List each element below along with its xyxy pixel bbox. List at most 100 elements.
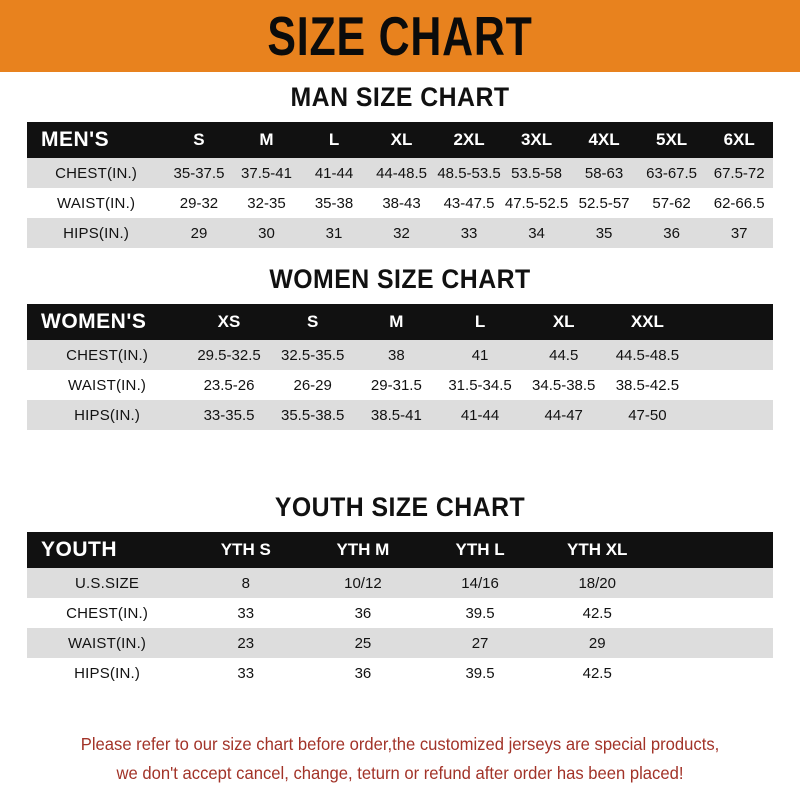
table-cell: 23.5-26 <box>203 376 255 394</box>
youth-size-header-4: YTH XL <box>566 540 628 559</box>
table-cell: 38.5-41 <box>370 406 422 424</box>
table-cell: 42.5 <box>582 664 612 682</box>
table-cell: 33 <box>237 664 255 682</box>
men-table-wrap: MEN'S S M L XL 2XL 3XL 4XL 5XL 6XL CHEST(IN.) 35-3… <box>0 122 800 248</box>
table-cell: 44-48.5 <box>376 164 427 182</box>
table-cell: 38 <box>388 346 405 364</box>
order-policy-note: Please refer to our size chart before or… <box>20 730 780 788</box>
youth-table-body: U.S.SIZE 8 10/12 14/16 18/20 CHEST(IN.) 33 36 39… <box>27 568 773 688</box>
men-section-title: MAN SIZE CHART <box>290 82 510 112</box>
table-cell: 32-35 <box>247 194 286 212</box>
youth-size-header-2: YTH M <box>336 540 390 559</box>
order-policy-note-line-1: Please refer to our size chart before or… <box>80 734 720 754</box>
women-header-row: WOMEN'S XS S M L XL XXL <box>27 304 773 340</box>
men-table-body: CHEST(IN.) 35-37.5 37.5-41 41-44 44-48.5 48.5… <box>27 158 773 248</box>
table-cell: 47-50 <box>628 406 667 424</box>
table-cell <box>656 568 773 598</box>
youth-size-section: YOUTH SIZE CHART YOUTH YTH S YTH M YTH L YTH… <box>0 492 800 688</box>
table-cell: 36 <box>354 664 372 682</box>
table-cell: 32 <box>393 224 410 242</box>
table-cell <box>656 628 773 658</box>
table-cell: 67.5-72 <box>713 164 765 182</box>
men-size-header-2: M <box>259 130 274 149</box>
men-size-header-6: 3XL <box>520 130 553 149</box>
men-size-header-9: 6XL <box>723 130 755 149</box>
women-size-header-2: S <box>307 312 319 331</box>
table-cell: 41-44 <box>314 164 354 182</box>
women-size-header-7 <box>689 304 773 340</box>
youth-corner-label: YOUTH <box>41 538 117 561</box>
table-cell: 58-63 <box>584 164 624 182</box>
table-cell: 41-44 <box>460 406 500 424</box>
table-cell: 35-38 <box>314 194 354 212</box>
women-table-head: WOMEN'S XS S M L XL XXL <box>27 304 773 340</box>
table-cell: 33 <box>460 224 478 242</box>
men-corner-label: MEN'S <box>41 128 110 151</box>
table-cell <box>656 598 773 628</box>
table-cell: 37 <box>730 224 748 242</box>
table-cell: 44.5 <box>549 346 579 364</box>
table-cell: 31.5-34.5 <box>448 376 512 394</box>
table-cell: 29.5-32.5 <box>197 346 261 364</box>
table-cell: 36 <box>663 224 680 242</box>
table-cell: 38.5-42.5 <box>615 376 680 394</box>
youth-table-head: YOUTH YTH S YTH M YTH L YTH XL <box>27 532 773 568</box>
table-cell: 42.5 <box>582 604 612 622</box>
page-title: SIZE CHART <box>267 4 533 67</box>
men-row-label-2: WAIST(IN.) <box>57 194 136 212</box>
table-cell: 37.5-41 <box>241 164 292 182</box>
youth-size-table: YOUTH YTH S YTH M YTH L YTH XL U.S.SIZE 8 10/1… <box>27 532 773 688</box>
table-cell: 33-35.5 <box>203 406 255 424</box>
table-cell: 63-67.5 <box>646 164 698 182</box>
table-cell: 31 <box>325 224 343 242</box>
women-row-label-2: WAIST(IN.) <box>68 376 147 394</box>
youth-section-title: YOUTH SIZE CHART <box>274 492 526 522</box>
table-cell: 53.5-58 <box>511 164 562 182</box>
table-cell: 29-32 <box>179 194 219 212</box>
men-header-row: MEN'S S M L XL 2XL 3XL 4XL 5XL 6XL <box>27 122 773 158</box>
men-row-label-1: CHEST(IN.) <box>55 164 138 182</box>
table-row: CHEST(IN.) 29.5-32.5 32.5-35.5 38 41 44.5 44.5… <box>27 340 773 370</box>
women-size-header-1: XS <box>217 312 241 331</box>
table-cell: 34 <box>528 224 545 242</box>
table-row: HIPS(IN.) 33 36 39.5 42.5 <box>27 658 773 688</box>
table-cell: 34.5-38.5 <box>532 376 596 394</box>
table-cell: 36 <box>354 604 372 622</box>
table-cell: 29 <box>190 224 208 242</box>
men-size-header-1: S <box>193 130 205 149</box>
table-cell: 39.5 <box>465 604 495 622</box>
youth-size-header-1: YTH S <box>220 540 271 559</box>
men-size-header-8: 5XL <box>655 130 688 149</box>
women-size-header-5: XL <box>552 312 575 331</box>
women-size-table: WOMEN'S XS S M L XL XXL CHEST(IN.) 29.5-32.5 32.… <box>27 304 773 430</box>
table-row: HIPS(IN.) 29 30 31 32 33 34 35 36 37 <box>27 218 773 248</box>
men-size-header-3: L <box>328 130 340 149</box>
youth-row-label-4: HIPS(IN.) <box>74 664 141 682</box>
table-cell: 35-37.5 <box>173 164 225 182</box>
men-size-header-5: 2XL <box>453 130 485 149</box>
table-cell: 47.5-52.5 <box>504 194 569 212</box>
youth-row-label-2: CHEST(IN.) <box>66 604 149 622</box>
table-cell: 35 <box>595 224 613 242</box>
table-row: CHEST(IN.) 35-37.5 37.5-41 41-44 44-48.5 48.5… <box>27 158 773 188</box>
men-size-section: MAN SIZE CHART MEN'S S M L XL 2XL 3XL 4XL 5XL 6XL… <box>0 82 800 248</box>
table-cell <box>656 658 773 688</box>
table-cell: 29 <box>588 634 606 652</box>
table-cell: 43-47.5 <box>443 194 495 212</box>
men-size-table: MEN'S S M L XL 2XL 3XL 4XL 5XL 6XL CHEST(IN.) 35-3… <box>27 122 773 248</box>
women-section-title: WOMEN SIZE CHART <box>269 264 531 294</box>
table-cell <box>689 340 773 370</box>
table-cell: 25 <box>354 634 372 652</box>
table-cell: 57-62 <box>652 194 691 212</box>
table-cell: 39.5 <box>465 664 495 682</box>
women-corner-label: WOMEN'S <box>41 310 147 333</box>
youth-header-row: YOUTH YTH S YTH M YTH L YTH XL <box>27 532 773 568</box>
women-row-label-3: HIPS(IN.) <box>74 406 141 424</box>
table-row: U.S.SIZE 8 10/12 14/16 18/20 <box>27 568 773 598</box>
table-row: WAIST(IN.) 23.5-26 26-29 29-31.5 31.5-34.5 34… <box>27 370 773 400</box>
men-size-header-7: 4XL <box>588 130 620 149</box>
youth-row-label-1: U.S.SIZE <box>75 574 140 592</box>
table-cell: 52.5-57 <box>578 194 630 212</box>
youth-size-header-5 <box>656 532 773 568</box>
table-cell: 41 <box>471 346 489 364</box>
